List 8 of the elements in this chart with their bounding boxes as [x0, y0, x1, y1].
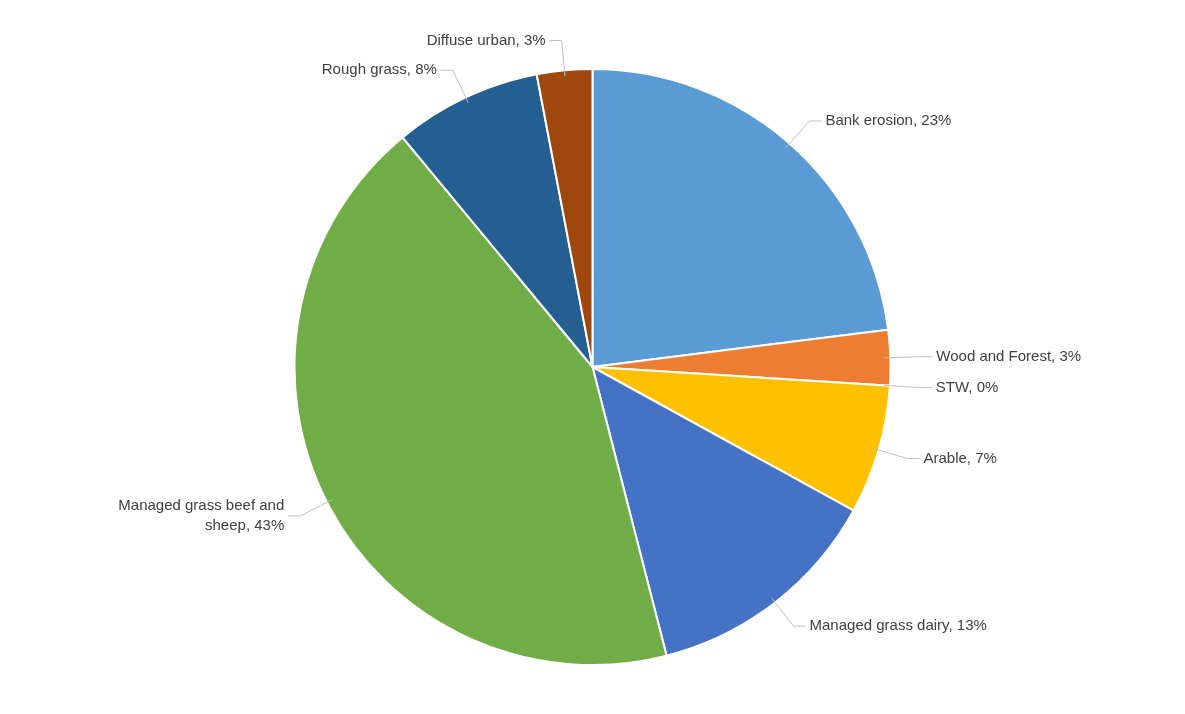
slice-label: Wood and Forest, 3% [936, 346, 1082, 364]
slice-label: Managed grass dairy, 13% [809, 616, 987, 634]
legend-label: STW, 0% [935, 377, 999, 395]
slice-label: Rough grass, 8% [321, 60, 437, 78]
slice-label: Bank erosion, 23% [825, 111, 952, 129]
slice-label: Diffuse urban, 3% [426, 30, 546, 48]
slice-label: Arable, 7% [923, 448, 997, 466]
slice-label: Managed grass beef and sheep, 43% [118, 496, 285, 534]
